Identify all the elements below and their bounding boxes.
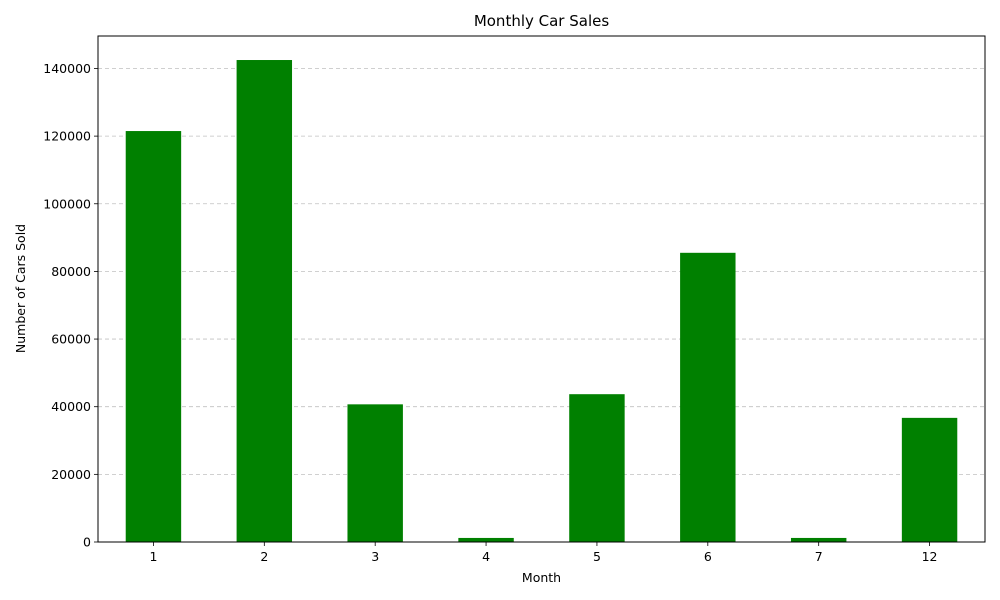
axes	[97, 35, 986, 543]
y-tick-label: 40000	[51, 399, 91, 414]
y-tick-label: 60000	[51, 332, 91, 347]
bars	[125, 60, 958, 542]
y-tick-label: 20000	[51, 467, 91, 482]
x-tick-label: 7	[815, 549, 823, 564]
y-tick-label: 100000	[43, 196, 91, 211]
bar-month-6	[680, 252, 736, 542]
bar-month-3	[347, 404, 403, 542]
x-tick-label: 12	[922, 549, 938, 564]
bar-month-4	[458, 537, 514, 542]
x-axis-ticks: 1 2 3 4 5 6 7 12	[149, 542, 938, 564]
bar-month-1	[125, 131, 182, 542]
plot-frame	[97, 35, 986, 543]
x-tick-label: 2	[260, 549, 268, 564]
x-tick-label: 6	[704, 549, 712, 564]
chart-title: Monthly Car Sales	[474, 12, 610, 30]
bar-month-12	[901, 417, 958, 542]
y-axis-ticks: 0 20000 40000 60000 80000 100000 120000 140000	[43, 61, 98, 550]
bar-month-5	[569, 394, 625, 542]
y-tick-label: 140000	[43, 61, 91, 76]
y-tick-label: 120000	[43, 129, 91, 144]
y-axis-label: Number of Cars Sold	[13, 224, 28, 353]
x-tick-label: 4	[482, 549, 490, 564]
x-tick-label: 5	[593, 549, 601, 564]
bar-month-2	[236, 60, 293, 542]
x-tick-label: 1	[149, 549, 157, 564]
y-tick-label: 80000	[51, 264, 91, 279]
x-tick-label: 3	[371, 549, 379, 564]
y-tick-label: 0	[83, 535, 91, 550]
x-axis-label: Month	[522, 570, 561, 585]
bar-month-7	[790, 537, 847, 542]
